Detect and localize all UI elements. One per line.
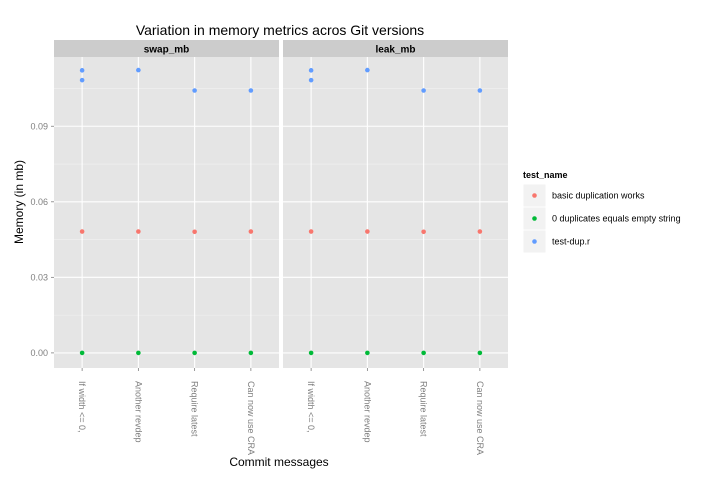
facet-strip: [54, 40, 279, 57]
legend-label: basic duplication works: [552, 191, 645, 201]
chart-title: Variation in memory metrics acros Git ve…: [136, 22, 424, 38]
data-point: [79, 77, 85, 83]
data-point: [421, 229, 426, 235]
x-tick-label: Another revdep: [133, 381, 143, 443]
x-tick-label: Another revdep: [362, 381, 372, 443]
data-point: [248, 229, 254, 234]
data-point: [477, 229, 483, 234]
legend-label: 0 duplicates equals empty string: [552, 214, 681, 224]
data-point: [365, 67, 370, 73]
x-axis-title: Commit messages: [229, 455, 328, 469]
facet-strip-label: leak_mb: [375, 45, 415, 56]
data-point: [79, 229, 85, 234]
data-point: [136, 229, 141, 234]
y-tick-label: 0.03: [30, 272, 48, 282]
data-point: [477, 88, 483, 93]
legend-entry: test-dup.r: [522, 229, 590, 254]
data-point: [192, 229, 197, 235]
x-tick-label: Can now use CRA: [475, 381, 485, 455]
data-point: [308, 77, 314, 83]
data-point: [136, 350, 141, 356]
data-point: [308, 68, 314, 73]
y-tick-label: 0.09: [30, 121, 48, 131]
legend-key-point: [532, 216, 537, 221]
legend-entry: basic duplication works: [522, 183, 645, 208]
panel-background: [54, 57, 279, 368]
data-point: [248, 350, 254, 356]
x-tick-label: Require latest: [190, 381, 200, 437]
y-tick-label: 0.06: [30, 197, 48, 207]
facet-strip-label: swap_mb: [144, 45, 190, 56]
y-tick-label: 0.00: [30, 348, 48, 358]
data-point: [192, 88, 197, 93]
x-tick-label: If width <= 0,: [77, 381, 87, 433]
panel-background: [283, 57, 508, 368]
data-point: [79, 68, 85, 73]
legend-label: test-dup.r: [552, 237, 590, 247]
data-point: [421, 88, 426, 93]
legend: test_name basic duplication works 0 dupli…: [522, 170, 681, 254]
data-point: [308, 229, 314, 234]
plot-area: swap_mb If width <= 0, Another revdep Requi…: [30, 40, 508, 455]
data-point: [477, 350, 483, 356]
legend-key-point: [532, 193, 537, 198]
data-point: [248, 88, 254, 93]
data-point: [308, 350, 314, 356]
legend-entry: 0 duplicates equals empty string: [522, 206, 681, 231]
data-point: [365, 229, 370, 234]
data-point: [136, 67, 141, 73]
x-tick-label: Can now use CRA: [246, 381, 256, 455]
data-point: [79, 350, 85, 356]
legend-key-point: [532, 239, 537, 244]
x-tick-label: If width <= 0,: [306, 381, 316, 433]
data-point: [365, 350, 370, 356]
y-axis: 0.00 0.03 0.06 0.09: [30, 121, 54, 358]
data-point: [192, 350, 197, 356]
y-axis-title: Memory (in mb): [12, 160, 26, 244]
legend-title: test_name: [523, 170, 568, 180]
facet-strip: [283, 40, 508, 57]
facet-panel-leak_mb: leak_mb If width <= 0, Another revdep Requi…: [283, 40, 508, 455]
x-tick-label: Require latest: [419, 381, 429, 437]
facet-panel-swap_mb: swap_mb If width <= 0, Another revdep Requi…: [54, 40, 279, 455]
data-point: [421, 350, 426, 356]
